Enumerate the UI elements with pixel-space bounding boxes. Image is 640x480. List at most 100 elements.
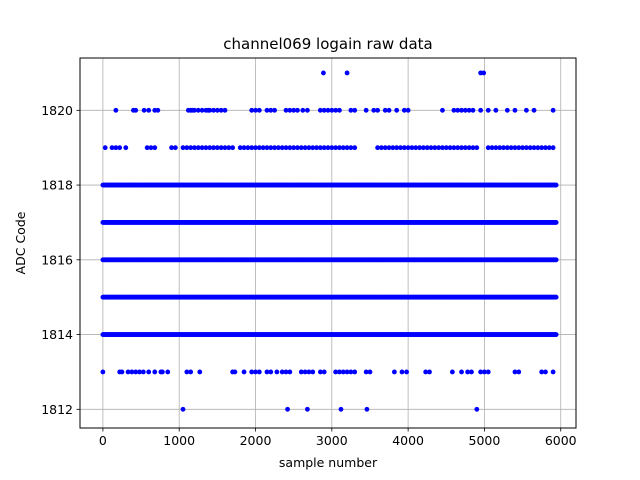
data-point xyxy=(340,145,346,151)
data-point xyxy=(424,145,430,151)
data-point xyxy=(520,145,525,151)
data-point xyxy=(478,107,484,113)
data-point xyxy=(550,369,556,375)
data-point xyxy=(497,145,503,151)
data-point xyxy=(317,369,323,375)
data-point xyxy=(144,145,150,151)
data-point xyxy=(474,145,480,151)
data-point xyxy=(352,145,358,151)
data-point xyxy=(291,107,297,113)
data-point xyxy=(207,145,213,151)
data-point xyxy=(274,369,280,375)
data-point xyxy=(283,369,289,375)
data-point xyxy=(553,257,559,263)
data-point xyxy=(512,369,518,375)
data-point xyxy=(404,369,409,375)
data-point xyxy=(466,107,472,113)
data-point xyxy=(390,145,396,151)
data-point xyxy=(188,369,194,375)
data-point xyxy=(348,145,354,151)
data-point xyxy=(199,107,205,113)
data-point xyxy=(386,107,392,113)
data-point xyxy=(363,369,369,375)
data-point xyxy=(474,406,480,412)
data-point xyxy=(344,70,350,76)
data-point xyxy=(268,369,274,375)
data-point xyxy=(382,107,388,113)
data-point xyxy=(401,145,407,151)
data-point xyxy=(329,145,335,151)
data-point xyxy=(375,107,380,113)
data-point xyxy=(249,107,255,113)
data-point xyxy=(287,145,293,151)
data-point xyxy=(398,145,403,151)
data-point xyxy=(317,145,323,151)
data-point xyxy=(137,369,142,375)
data-point xyxy=(427,369,432,375)
data-point xyxy=(302,369,308,375)
data-point xyxy=(241,369,247,375)
data-point xyxy=(226,145,232,151)
data-point xyxy=(363,107,369,113)
data-point xyxy=(504,145,510,151)
data-point xyxy=(195,107,201,113)
data-point xyxy=(482,369,487,375)
data-point xyxy=(117,145,123,151)
data-point xyxy=(401,107,407,113)
data-point xyxy=(348,107,354,113)
data-point xyxy=(413,145,419,151)
data-point xyxy=(459,107,464,113)
data-point xyxy=(306,145,312,151)
data-point xyxy=(443,145,449,151)
data-point xyxy=(253,107,258,113)
data-point xyxy=(539,145,545,151)
data-point xyxy=(325,145,331,151)
data-point xyxy=(264,145,270,151)
data-point xyxy=(344,145,350,151)
data-point xyxy=(394,107,400,113)
data-point xyxy=(333,107,339,113)
data-point xyxy=(333,145,339,151)
data-point xyxy=(409,145,415,151)
data-point xyxy=(310,145,316,151)
x-tick-label: 3000 xyxy=(316,433,348,448)
data-point xyxy=(287,369,293,375)
data-point xyxy=(455,145,461,151)
data-point xyxy=(245,145,251,151)
data-point xyxy=(160,369,165,375)
x-tick-label: 1000 xyxy=(163,433,195,448)
data-point xyxy=(253,145,258,151)
data-point xyxy=(317,107,323,113)
data-point xyxy=(423,369,429,375)
data-point xyxy=(478,369,484,375)
data-point xyxy=(298,145,304,151)
data-point xyxy=(337,107,342,113)
data-point xyxy=(405,145,411,151)
y-tick-label: 1814 xyxy=(41,327,73,342)
data-point xyxy=(211,145,216,151)
data-point xyxy=(285,406,290,412)
data-point xyxy=(184,145,190,151)
data-points xyxy=(100,70,559,412)
data-point xyxy=(180,406,186,412)
data-point xyxy=(417,145,422,151)
data-point xyxy=(449,369,455,375)
data-point xyxy=(524,145,529,151)
data-point xyxy=(470,145,476,151)
data-point xyxy=(338,406,344,412)
data-point xyxy=(344,369,350,375)
data-point xyxy=(129,369,135,375)
data-point xyxy=(256,145,262,151)
data-point xyxy=(113,145,119,151)
data-point xyxy=(100,369,106,375)
data-point xyxy=(241,145,247,151)
data-point xyxy=(543,145,548,151)
data-point xyxy=(222,145,228,151)
data-point xyxy=(550,145,556,151)
data-point xyxy=(141,107,147,113)
data-point xyxy=(553,220,559,225)
data-point xyxy=(123,145,129,151)
data-point xyxy=(455,107,461,113)
data-point xyxy=(109,145,115,151)
